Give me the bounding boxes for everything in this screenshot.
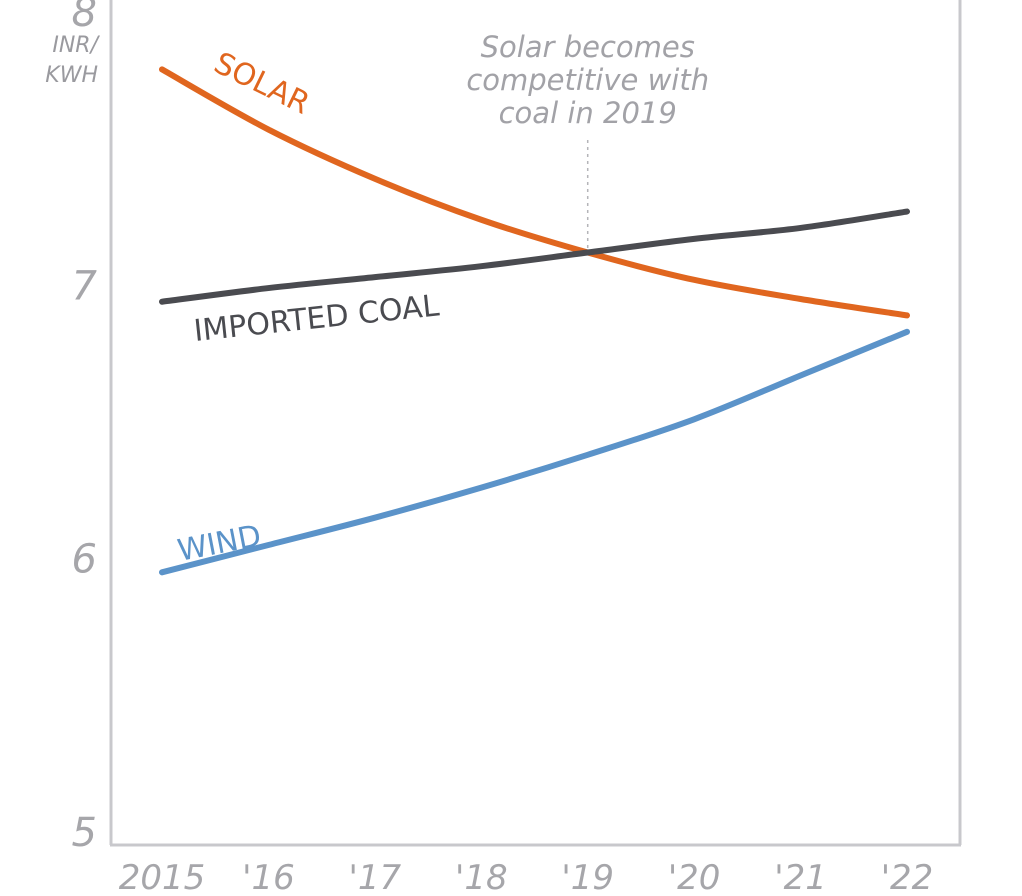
x-tick-label: '16	[242, 858, 295, 896]
series-label-wind: WIND	[175, 518, 264, 568]
series-line-imported-coal	[159, 208, 910, 305]
x-tick-label: '17	[349, 858, 402, 896]
x-tick-label: '22	[881, 858, 934, 896]
y-tick-label: 8	[72, 0, 97, 36]
x-tick-label: '21	[774, 858, 827, 896]
x-tick-label: '19	[561, 858, 614, 896]
y-unit-label: KWH	[45, 63, 98, 88]
series-line-wind	[159, 328, 910, 576]
series-label-solar: SOLAR	[208, 46, 315, 122]
x-tick-label: '18	[455, 858, 508, 896]
annotation-text: Solar becomes	[481, 30, 695, 64]
y-tick-label: 7	[72, 263, 98, 309]
series-line-solar	[159, 66, 910, 319]
annotation-text: competitive with	[466, 63, 709, 97]
y-tick-label: 6	[72, 537, 97, 583]
annotation-text: coal in 2019	[499, 96, 677, 130]
y-tick-label: 5	[72, 810, 97, 856]
y-unit-label: INR/	[52, 33, 100, 58]
x-tick-label: 2015	[119, 858, 206, 896]
x-tick-label: '20	[668, 858, 721, 896]
series-label-imported-coal: IMPORTED COAL	[192, 288, 441, 349]
